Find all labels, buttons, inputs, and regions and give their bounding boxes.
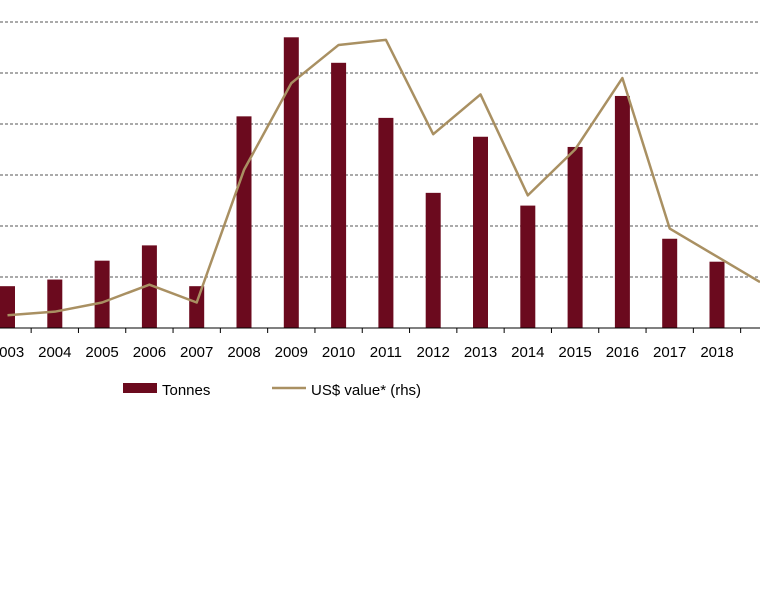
legend: Tonnes US$ value* (rhs) [123, 382, 421, 399]
bar-2008 [236, 116, 252, 328]
bar-2003 [0, 286, 15, 328]
bar-series-tonnes [0, 37, 725, 329]
bar-2016 [614, 95, 630, 328]
x-tick-label-2005: 2005 [85, 344, 118, 361]
bar-2017 [662, 238, 678, 328]
x-tick-label-2003: 2003 [0, 344, 24, 361]
x-tick-label-2006: 2006 [133, 344, 166, 361]
bar-2013 [473, 136, 488, 328]
bar-2018 [709, 261, 725, 328]
bar-2006 [141, 245, 157, 328]
x-tick-label-2009: 2009 [275, 344, 308, 361]
x-tick-label-2018: 2018 [700, 344, 733, 361]
bar-2009 [283, 37, 299, 329]
bar-2011 [378, 117, 394, 328]
line-series-us-value [7, 38, 760, 317]
bar-2007 [189, 286, 205, 328]
x-tick-label-2015: 2015 [558, 344, 591, 361]
legend-swatch-tonnes [123, 383, 157, 393]
legend-label-us-value: US$ value* (rhs) [311, 382, 421, 399]
bar-2004 [47, 279, 63, 328]
bar-2014 [520, 205, 536, 328]
x-tick-label-2014: 2014 [511, 344, 544, 361]
bar-2010 [331, 62, 347, 329]
x-tick-label-2017: 2017 [653, 344, 686, 361]
x-axis-ticks [30, 328, 742, 333]
x-tick-label-2008: 2008 [227, 344, 260, 361]
x-tick-label-2013: 2013 [464, 344, 497, 361]
bar-2015 [567, 146, 583, 328]
x-tick-label-2016: 2016 [606, 344, 639, 361]
legend-label-tonnes: Tonnes [162, 382, 210, 399]
bar-2005 [94, 260, 110, 328]
x-tick-label-2011: 2011 [370, 344, 402, 361]
x-tick-label-2012: 2012 [417, 344, 450, 361]
x-axis-tick-labels: 2003 2004 2005 2006 2007 2008 2009 2010 2011 2012… [0, 344, 734, 361]
x-tick-label-2007: 2007 [180, 344, 213, 361]
x-tick-label-2010: 2010 [322, 344, 355, 361]
x-tick-label-2004: 2004 [38, 344, 71, 361]
bar-2012 [425, 192, 441, 328]
